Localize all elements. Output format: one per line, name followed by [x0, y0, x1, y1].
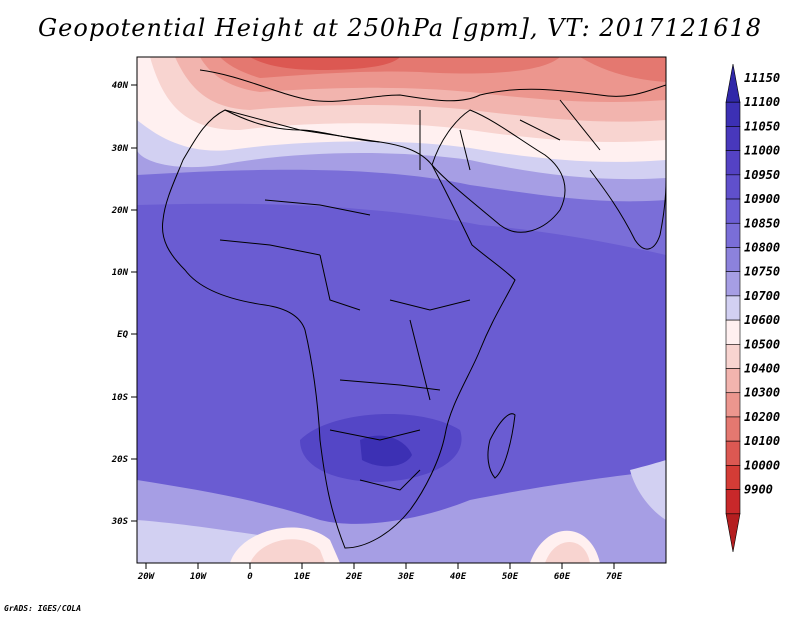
height-field: [137, 57, 666, 563]
colorbar-swatch: [725, 247, 741, 272]
india-coastline: [589, 169, 666, 250]
lon-label-40e: 40E: [450, 572, 467, 582]
lon-label-50e: 50E: [502, 572, 519, 582]
lat-label-10s: 10S: [112, 393, 129, 403]
colorbar-swatch: [725, 174, 741, 200]
colorbar-swatch: [725, 150, 741, 176]
arabia-coastline: [431, 109, 566, 233]
country-borders: [219, 109, 471, 491]
colorbar-swatch: [725, 465, 741, 490]
colorbar-swatch: [725, 416, 741, 442]
colorbar-swatch: [725, 344, 741, 369]
field-southeast-10600: [545, 542, 590, 563]
colorbar-swatch: [725, 63, 741, 103]
colorbar-swatch: [725, 368, 741, 394]
lat-label-40n: 40N: [112, 81, 129, 91]
colorbar-swatch: [725, 513, 741, 553]
colorbar: 11150 11100 11050 11000 10950 10900 10850 10800…: [725, 63, 780, 553]
chart-title: Geopotential Height at 250hPa [gpm], VT:…: [38, 14, 762, 42]
colorbar-swatch: [725, 319, 741, 345]
field-core-11050: [360, 435, 412, 467]
lat-label-20n: 20N: [111, 206, 129, 216]
colorbar-label: 10100: [744, 434, 780, 448]
colorbar-label: 10700: [744, 289, 780, 303]
lon-label-60e: 60E: [554, 572, 571, 582]
map-frame: [136, 56, 667, 564]
colorbar-swatch: [725, 198, 741, 224]
lon-label-0: 0: [247, 572, 253, 582]
colorbar-swatch: [725, 101, 741, 127]
colorbar-swatch: [725, 222, 741, 248]
colorbar-swatch: [725, 440, 741, 466]
colorbar-label: 11050: [744, 119, 780, 133]
colorbar-label: 9900: [744, 483, 773, 497]
lon-label-20e: 20E: [345, 572, 363, 582]
africa-coastline: [161, 109, 516, 549]
colorbar-label: 10600: [744, 313, 780, 327]
colorbar-label: 10850: [744, 216, 780, 230]
lon-label-20w: 20W: [137, 572, 156, 582]
colorbar-label: 10400: [744, 362, 780, 376]
colorbar-label: 10950: [744, 168, 780, 182]
colorbar-label: 11150: [744, 71, 780, 85]
colorbar-swatch: [725, 489, 741, 515]
lat-label-10n: 10N: [112, 268, 129, 278]
colorbar-label: 11100: [744, 95, 780, 109]
colorbar-label: 10200: [744, 410, 780, 424]
colorbar-label: 10750: [744, 265, 780, 279]
coastlines: [161, 69, 666, 549]
lat-label-30n: 30N: [111, 144, 129, 154]
lat-label-eq: EQ: [117, 330, 128, 340]
madagascar-coastline: [487, 413, 516, 479]
mideast-borders: [419, 99, 601, 171]
colorbar-label: 10000: [744, 458, 780, 472]
lat-label-20s: 20S: [111, 455, 129, 465]
lon-label-10e: 10E: [294, 572, 311, 582]
colorbar-label: 11000: [744, 144, 780, 158]
field-band-east-10300: [580, 57, 666, 82]
field-south-10600: [250, 539, 325, 563]
colorbar-swatch: [725, 271, 741, 297]
lon-label-10w: 10W: [190, 572, 208, 582]
colorbar-swatch: [725, 392, 741, 418]
colorbar-label: 10800: [744, 240, 780, 254]
credit-text: GrADS: IGES/COLA: [4, 604, 82, 613]
lon-label-70e: 70E: [606, 572, 623, 582]
colorbar-label: 10500: [744, 337, 780, 351]
lat-label-30s: 30S: [111, 517, 129, 527]
colorbar-swatch: [725, 126, 741, 151]
field-band-10200: [250, 57, 400, 70]
colorbar-swatch: [725, 295, 741, 321]
europe-asia-coastline: [199, 69, 666, 102]
lon-label-30e: 30E: [397, 572, 415, 582]
field-east-10750: [630, 460, 666, 520]
colorbar-label: 10300: [744, 386, 780, 400]
lat-axis: 40N 30N 20N 10N EQ 10S 20S 30S: [111, 81, 137, 527]
lon-axis: 20W 10W 0 10E 20E 30E 40E 50E 60E 70E: [137, 563, 623, 582]
colorbar-label: 10900: [744, 192, 780, 206]
